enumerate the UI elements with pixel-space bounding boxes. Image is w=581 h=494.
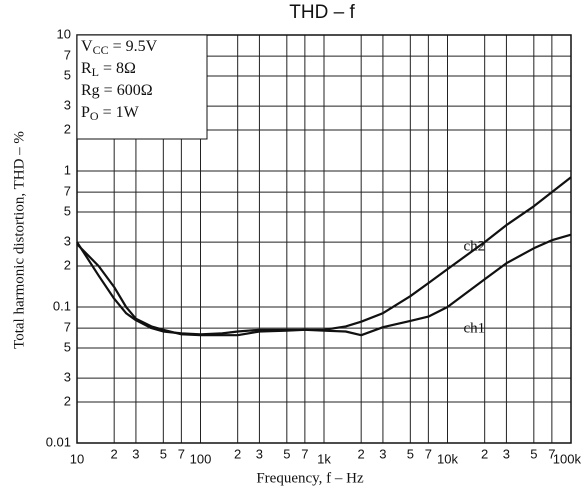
y-tick-label: 7: [64, 320, 71, 335]
x-tick-label: 5: [283, 446, 290, 461]
x-tick-label: 7: [301, 446, 308, 461]
y-tick-label: 0.1: [53, 298, 71, 313]
condition-main: R: [81, 60, 92, 77]
condition-rest: = 8Ω: [99, 60, 136, 77]
x-tick-label: 7: [548, 446, 555, 461]
condition-main: V: [81, 38, 93, 55]
y-tick-label: 2: [64, 393, 71, 408]
y-tick-label: 5: [64, 203, 71, 218]
x-tick-label: 5: [160, 446, 167, 461]
y-tick-label: 5: [64, 339, 71, 354]
condition-sub: O: [90, 109, 99, 123]
y-tick-label: 10: [57, 26, 71, 41]
x-tick-label: 5: [530, 446, 537, 461]
line: [76, 176, 572, 337]
y-tick-label: 3: [64, 234, 71, 249]
condition-sub: CC: [93, 43, 109, 57]
condition-main: Rg = 600Ω: [81, 82, 153, 99]
x-tick-label: 2: [358, 446, 365, 461]
y-tick-label: 3: [64, 98, 71, 113]
y-tick-label: 7: [64, 48, 71, 63]
x-tick-label: 2: [111, 446, 118, 461]
conditions-box: [76, 34, 208, 140]
x-tick-label: 7: [425, 446, 432, 461]
condition-sub: L: [92, 65, 99, 79]
x-tick-label: 5: [407, 446, 414, 461]
series-label: ch1: [464, 320, 486, 336]
plot-frame: [76, 34, 572, 444]
x-tick-label: 10: [70, 451, 84, 466]
x-tick-label: 3: [256, 446, 263, 461]
series-label: ch2: [464, 239, 486, 255]
condition: PO = 1W: [81, 104, 140, 123]
x-tick-label: 3: [132, 446, 139, 461]
y-tick-label: 2: [64, 121, 71, 136]
condition-rest: = 9.5V: [109, 38, 158, 55]
x-tick-label: 7: [178, 446, 185, 461]
y-tick-label: 0.01: [46, 434, 71, 449]
x-tick-label: 100: [190, 451, 212, 466]
condition-main: P: [81, 104, 90, 121]
condition: RL = 8Ω: [81, 60, 136, 79]
condition: Rg = 600Ω: [81, 82, 153, 99]
x-tick-label: 3: [379, 446, 386, 461]
y-tick-label: 7: [64, 184, 71, 199]
condition: VCC = 9.5V: [81, 38, 158, 57]
y-axis-label: Total harmonic distortion, THD – %: [11, 131, 27, 349]
x-tick-label: 1k: [317, 451, 331, 466]
condition-rest: = 1W: [99, 104, 140, 121]
y-tick-label: 3: [64, 370, 71, 385]
x-tick-label: 2: [481, 446, 488, 461]
x-tick-label: 10k: [437, 451, 458, 466]
x-tick-label: 2: [234, 446, 241, 461]
y-tick-label: 5: [64, 67, 71, 82]
y-tick-label: 1: [64, 162, 71, 177]
x-tick-label: 3: [503, 446, 510, 461]
chart-title: THD – f: [289, 2, 355, 23]
x-tick-label: 100k: [553, 451, 581, 466]
x-axis-label: Frequency, f – Hz: [256, 470, 364, 486]
y-tick-label: 2: [64, 257, 71, 272]
